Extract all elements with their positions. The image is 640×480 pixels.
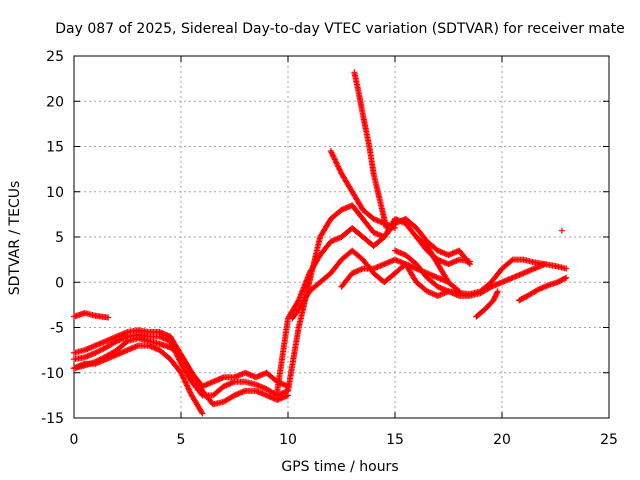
data-point	[99, 346, 106, 353]
chart-title: Day 087 of 2025, Sidereal Day-to-day VTE…	[55, 21, 625, 37]
data-point	[97, 347, 104, 354]
data-point	[100, 345, 107, 352]
data-point	[494, 289, 501, 296]
y-tick-label: 0	[55, 275, 64, 291]
data-point	[494, 288, 501, 295]
y-tick-label: 25	[46, 49, 64, 65]
data-point	[541, 261, 548, 268]
y-tick-label: 5	[55, 230, 64, 246]
data-point	[563, 274, 570, 281]
y-tick-label: -15	[41, 411, 64, 427]
grid	[74, 56, 609, 418]
y-axis-label: SDTVAR / TECUs	[7, 181, 23, 296]
x-tick-label: 10	[279, 432, 297, 448]
data-point	[558, 227, 565, 234]
series-track-13	[413, 234, 473, 268]
data-point	[105, 314, 112, 321]
series-track-5	[71, 342, 206, 417]
y-tick-label: 15	[46, 140, 64, 156]
y-tick-label: 10	[46, 185, 64, 201]
series-track-7	[285, 202, 473, 394]
series-track-14	[473, 288, 501, 320]
data-point	[198, 409, 205, 416]
data-point	[95, 348, 102, 355]
data-point	[466, 258, 473, 265]
y-tick-label: -5	[50, 321, 64, 337]
series-track-1	[71, 310, 112, 321]
data-point	[392, 224, 398, 231]
x-tick-label: 20	[493, 432, 511, 448]
x-tick-label: 25	[600, 432, 618, 448]
data-point	[383, 224, 390, 231]
series-track-15	[516, 274, 570, 304]
data-point	[96, 347, 103, 354]
y-tick-label: -10	[41, 366, 64, 382]
x-tick-label: 0	[70, 432, 79, 448]
series-track-11	[351, 69, 390, 231]
data-point	[445, 279, 452, 286]
data-layer	[71, 69, 570, 417]
data-point	[199, 410, 206, 417]
data-point	[563, 265, 570, 272]
x-tick-label: 5	[177, 432, 186, 448]
data-point	[93, 349, 100, 356]
x-tick-label: 15	[386, 432, 404, 448]
data-point	[294, 298, 301, 305]
axis-ticks: 0 5 10 15 20 25 -15 -10 -5 0 5 10 15 20 25	[41, 49, 618, 448]
series-track-3	[71, 331, 291, 399]
data-point	[561, 275, 568, 282]
data-point	[508, 257, 515, 264]
series-track-12	[392, 247, 548, 298]
data-point	[534, 287, 541, 294]
series-track-16	[558, 227, 565, 234]
data-point	[230, 393, 237, 400]
y-tick-label: 20	[46, 94, 64, 110]
x-axis-label: GPS time / hours	[281, 459, 398, 475]
data-point	[92, 349, 99, 356]
